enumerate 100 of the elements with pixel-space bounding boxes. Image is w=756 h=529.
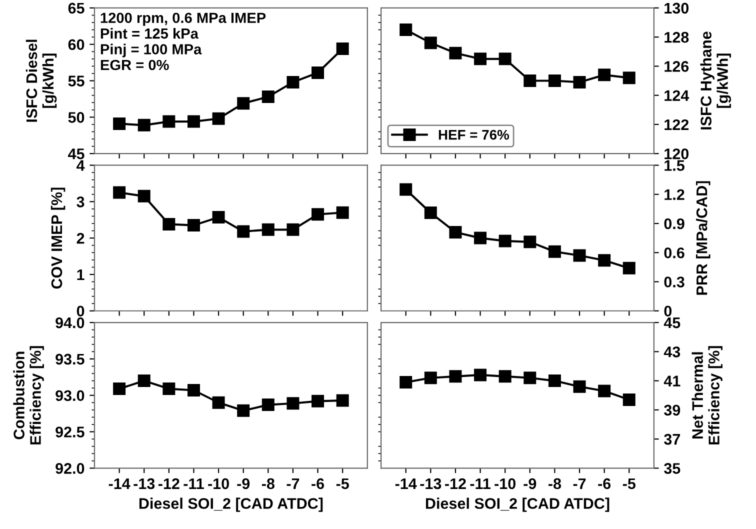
point	[524, 372, 536, 384]
point	[138, 190, 150, 202]
y-tick-label: 43	[664, 346, 680, 358]
y-axis-title: Net Thermal Efficiency [%]	[692, 346, 722, 444]
point	[262, 398, 274, 412]
y-tick-label: 0.3	[664, 276, 684, 288]
point	[237, 97, 250, 110]
point	[212, 112, 225, 125]
point	[548, 374, 561, 388]
point	[212, 211, 225, 224]
y-tick-label: 120	[664, 148, 689, 160]
y-tick-label: 122	[664, 119, 689, 130]
point	[336, 206, 349, 219]
x-tick-label: -11	[184, 478, 204, 489]
x-tick-label: -8	[548, 478, 562, 490]
y-tick-label: 93.0	[56, 390, 84, 402]
point	[424, 36, 437, 50]
point	[622, 262, 636, 274]
y-tick-label: 3	[76, 196, 84, 208]
point	[113, 117, 126, 130]
point	[237, 225, 250, 238]
point	[524, 74, 536, 88]
point	[400, 376, 412, 388]
point	[524, 236, 536, 248]
x-tick-label: -14	[108, 478, 130, 489]
x-tick-label: -13	[134, 478, 155, 490]
point	[336, 394, 349, 407]
point	[162, 382, 176, 396]
point	[498, 52, 512, 66]
point	[548, 245, 561, 258]
y-tick-label: 0.9	[664, 218, 684, 230]
point	[573, 380, 586, 393]
x-tick-label: -7	[573, 478, 586, 489]
point	[449, 226, 462, 238]
point	[474, 232, 487, 244]
point	[286, 223, 300, 236]
point	[474, 368, 487, 382]
y-tick-label: 45	[664, 318, 680, 328]
point	[138, 118, 150, 132]
y-tick-label: 45	[68, 148, 84, 160]
point	[138, 374, 150, 388]
x-tick-label: -13	[420, 478, 442, 490]
y-tick-label: 39	[664, 404, 680, 416]
x-tick-label: -11	[470, 478, 490, 489]
x-tick-label: -12	[158, 478, 180, 489]
point	[312, 208, 324, 221]
point	[262, 90, 274, 104]
y-tick-label: 41	[664, 376, 680, 386]
y-tick-label: 130	[664, 2, 689, 14]
point	[573, 76, 586, 88]
y-axis-title: ISFC Diesel [g/kWh]	[26, 40, 57, 122]
point	[162, 115, 176, 128]
point	[598, 254, 611, 267]
y-tick-label: 0	[664, 306, 672, 317]
y-tick-label: 1.5	[664, 160, 684, 171]
point	[622, 393, 636, 406]
point	[336, 42, 349, 55]
y-tick-label: 1	[77, 269, 84, 280]
y-tick-label: 93.5	[56, 354, 84, 365]
point	[286, 397, 300, 410]
x-tick-label: -10	[208, 478, 229, 490]
y-axis-title: COV IMEP [%]	[50, 188, 66, 289]
x-tick-label: -5	[336, 478, 349, 490]
y-tick-label: 92.5	[56, 426, 84, 438]
x-tick-label: -5	[622, 478, 636, 490]
x-tick-label: -8	[262, 478, 274, 490]
point	[237, 404, 250, 417]
point	[598, 384, 611, 398]
point	[424, 206, 437, 220]
point	[187, 219, 200, 232]
point	[400, 24, 412, 36]
y-tick-label: 55	[68, 76, 84, 86]
point	[162, 218, 176, 230]
y-tick-label: 92.0	[56, 463, 84, 474]
y-tick-label: 35	[664, 463, 680, 474]
point	[400, 183, 412, 196]
y-tick-label: 60	[68, 39, 84, 50]
x-tick-label: -6	[598, 478, 611, 490]
y-tick-label: 128	[664, 32, 689, 43]
point	[498, 370, 512, 383]
y-tick-label: 4	[76, 160, 85, 171]
y-tick-label: 50	[68, 112, 84, 123]
y-axis-title: Combustion Efficiency [%]	[13, 346, 44, 444]
point	[262, 223, 274, 236]
point	[573, 249, 586, 262]
x-axis-title: Diesel SOI_2 [CAD ATDC]	[139, 498, 323, 512]
point	[187, 115, 200, 128]
y-tick-label: 65	[68, 2, 84, 14]
point	[474, 52, 487, 66]
x-tick-label: -9	[524, 478, 536, 490]
point	[424, 372, 437, 384]
y-tick-label: 37	[664, 434, 680, 445]
point	[449, 46, 462, 60]
point	[312, 66, 324, 79]
point	[622, 72, 636, 84]
y-tick-label: 126	[664, 61, 689, 72]
legend-label: HEF = 76%	[438, 130, 510, 140]
x-tick-label: -6	[312, 478, 324, 490]
y-tick-label: 124	[664, 90, 690, 101]
point	[187, 384, 200, 396]
